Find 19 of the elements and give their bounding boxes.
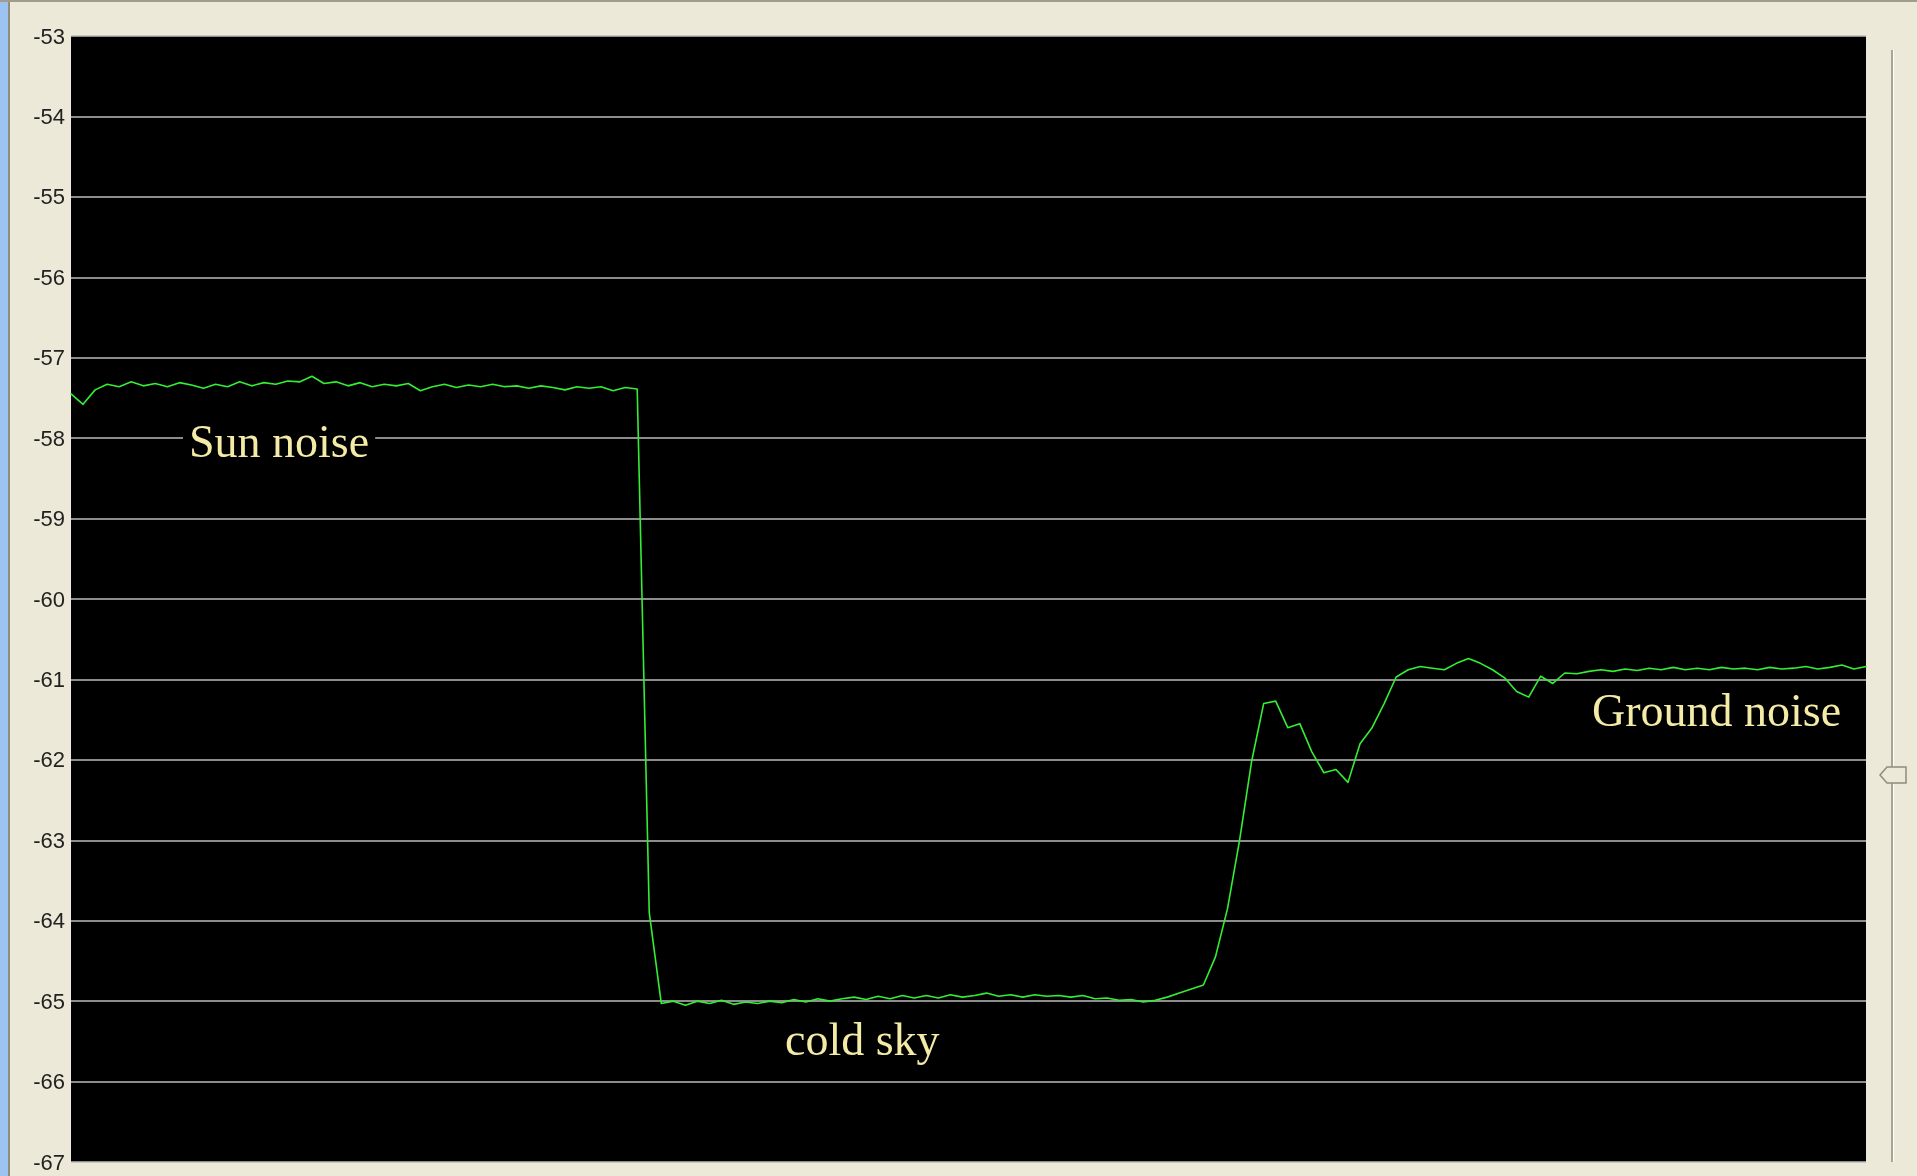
y-tick-label: -54	[33, 103, 65, 129]
y-tick-label: -61	[33, 666, 65, 692]
y-tick-label: -58	[33, 425, 65, 451]
y-tick-label: -66	[33, 1069, 65, 1095]
y-tick-label: -59	[33, 506, 65, 532]
y-tick-label: -62	[33, 747, 65, 773]
annotation: cold sky	[785, 1013, 940, 1065]
y-tick-label: -64	[33, 908, 65, 934]
line-series	[70, 375, 1867, 1006]
y-tick-label: -60	[33, 586, 65, 612]
y-tick-label: -53	[33, 23, 65, 49]
annotation: Sun noise	[189, 415, 370, 467]
y-tick-label: -65	[33, 988, 65, 1014]
y-tick-label: -55	[33, 184, 65, 210]
annotation: Ground noise	[1592, 684, 1842, 736]
y-tick-label: -63	[33, 827, 65, 853]
y-tick-label: -56	[33, 264, 65, 290]
y-tick-label: -67	[33, 1149, 65, 1175]
y-tick-label: -57	[33, 345, 65, 371]
